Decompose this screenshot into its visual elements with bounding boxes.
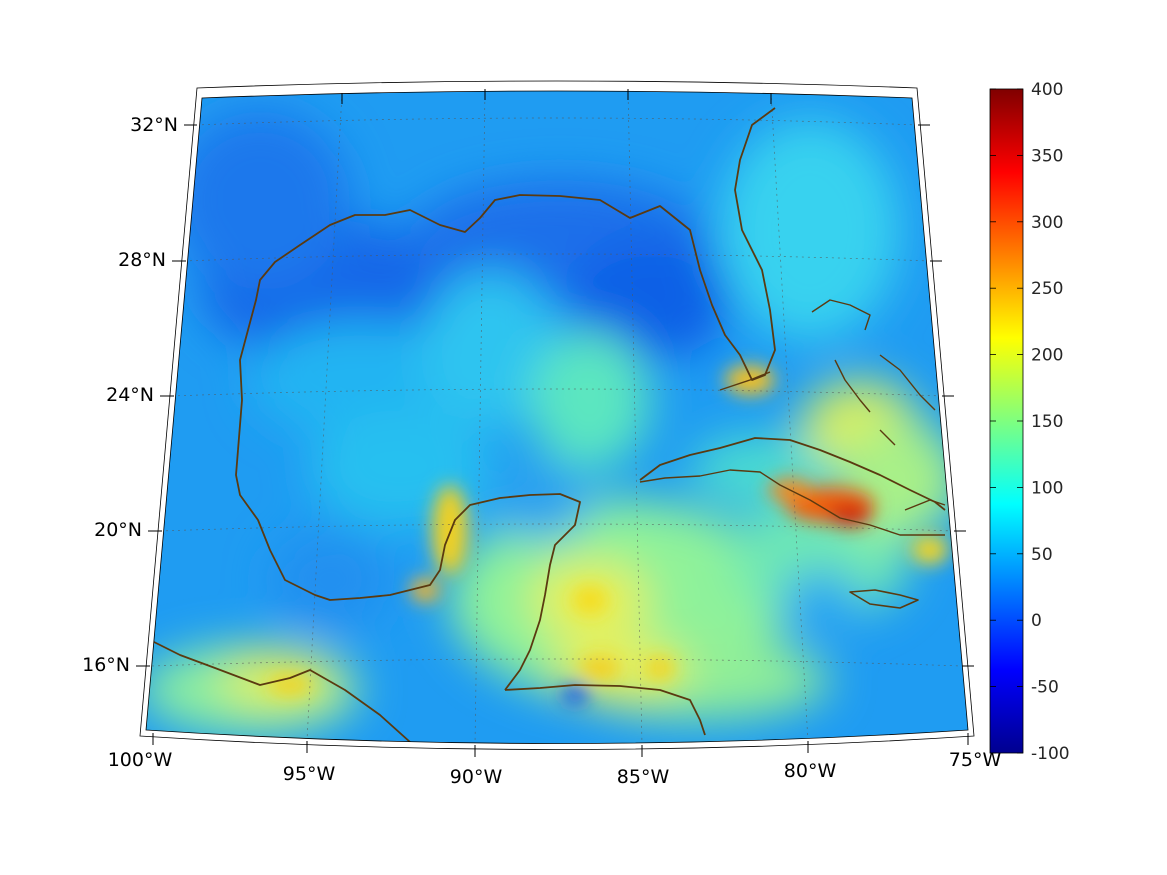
- map-frame: [136, 80, 975, 757]
- colorbar-tick-label: 200: [1031, 346, 1063, 366]
- lat-label: 16°N: [82, 654, 130, 676]
- lon-label: 85°W: [617, 766, 670, 788]
- colorbar-tick-label: 0: [1031, 611, 1042, 631]
- colorbar-tick-label: 350: [1031, 146, 1063, 166]
- longitude-labels: 100°W 95°W 90°W 85°W 80°W 75°W: [108, 749, 1002, 788]
- colorbar-ticks: 400 350 300 250 200 150 100 50 0 -50 -100: [990, 80, 1070, 764]
- colorbar-tick-label: 50: [1031, 545, 1053, 565]
- lat-label: 24°N: [106, 384, 154, 406]
- colorbar-tick-label: 400: [1031, 80, 1063, 100]
- colorbar-tick-label: 250: [1031, 279, 1063, 299]
- lon-label: 95°W: [283, 763, 336, 785]
- lat-label: 32°N: [130, 114, 178, 136]
- colorbar-tick-label: 150: [1031, 412, 1063, 432]
- lon-label: 100°W: [108, 749, 173, 771]
- graticule: [151, 91, 963, 744]
- lon-label: 90°W: [450, 766, 503, 788]
- lat-label: 28°N: [118, 249, 166, 271]
- coastlines: [149, 107, 946, 743]
- colorbar-tick-label: 100: [1031, 478, 1063, 498]
- colorbar-tick-label: -100: [1031, 744, 1070, 764]
- colorbar-tick-label: -50: [1031, 678, 1059, 698]
- data-field: [146, 91, 968, 744]
- lon-label: 75°W: [949, 749, 1002, 771]
- lon-label: 80°W: [784, 760, 837, 782]
- lat-label: 20°N: [94, 519, 142, 541]
- colorbar-tick-label: 300: [1031, 213, 1063, 233]
- colorbar: 400 350 300 250 200 150 100 50 0 -50 -100: [989, 80, 1070, 764]
- latitude-labels: 32°N 28°N 24°N 20°N 16°N: [82, 114, 178, 676]
